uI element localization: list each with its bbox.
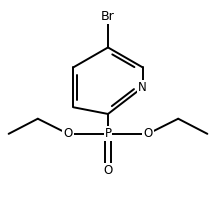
Text: O: O [143, 127, 152, 140]
Text: N: N [138, 81, 147, 94]
Text: O: O [64, 127, 73, 140]
Text: Br: Br [101, 10, 115, 23]
Text: O: O [103, 164, 113, 177]
Text: P: P [105, 127, 111, 140]
